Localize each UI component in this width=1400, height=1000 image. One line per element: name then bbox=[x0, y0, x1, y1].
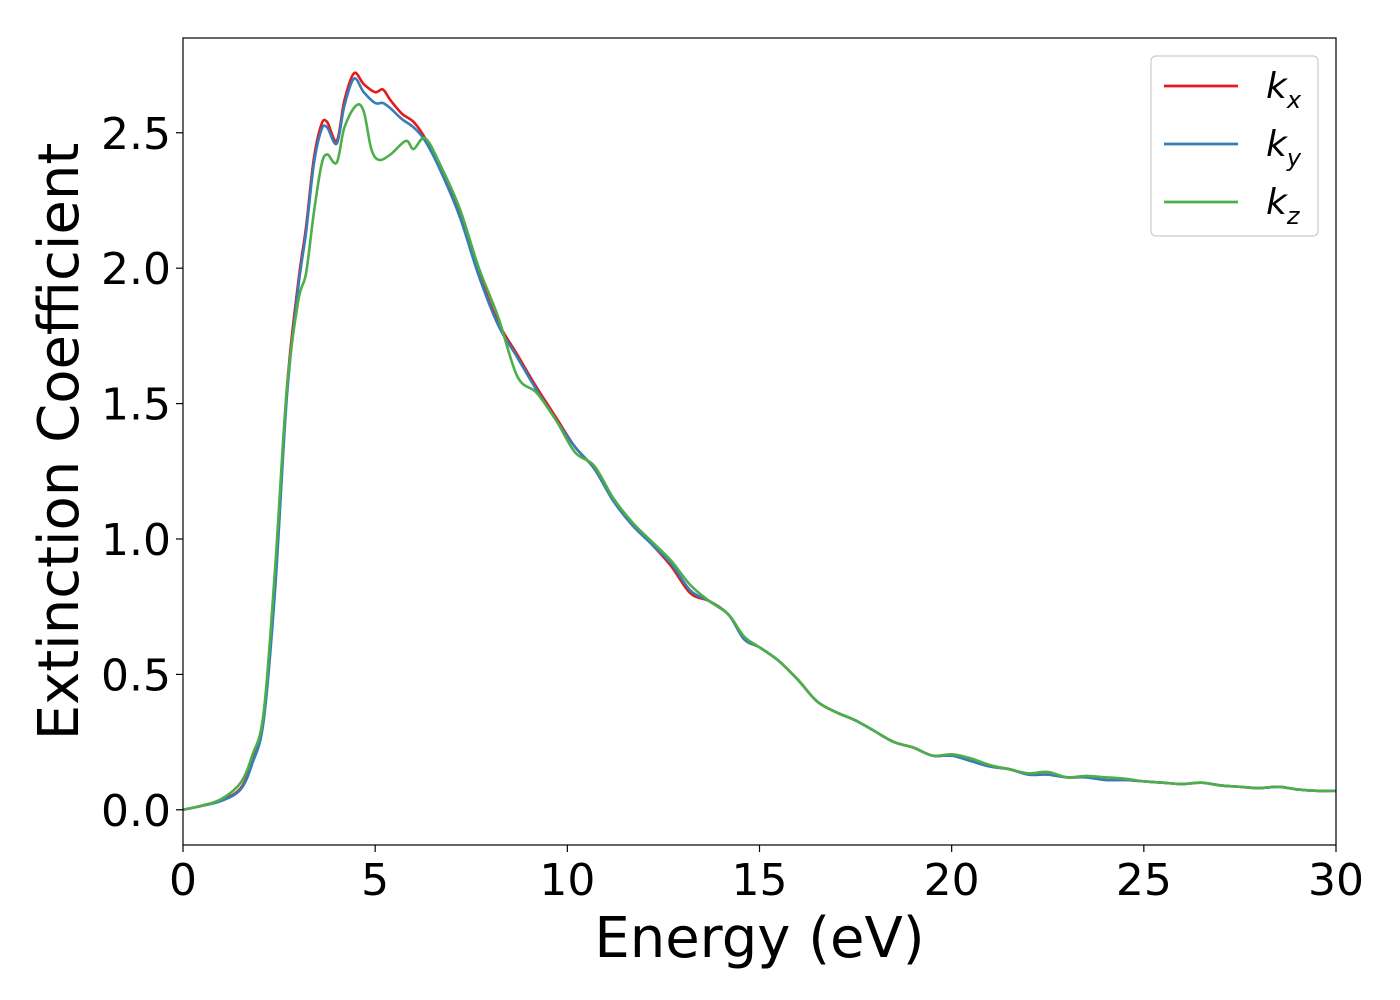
legend-box bbox=[1150, 55, 1319, 237]
y-axis-ticks: 0.0 0.5 1.0 1.5 2.0 2.5 bbox=[101, 109, 183, 837]
y-tick-label: 2.0 bbox=[101, 244, 171, 295]
legend-subscript: y bbox=[1286, 144, 1302, 172]
legend-symbol: k bbox=[1266, 66, 1289, 107]
x-tick-label: 10 bbox=[539, 855, 595, 906]
legend-entry-kx: kx bbox=[1266, 66, 1302, 114]
y-tick-label: 1.5 bbox=[101, 380, 171, 431]
y-tick-label: 2.5 bbox=[101, 109, 171, 160]
x-axis-ticks: 0 5 10 15 20 25 30 bbox=[169, 845, 1364, 906]
x-tick-label: 30 bbox=[1308, 855, 1364, 906]
legend-entry-ky: ky bbox=[1266, 124, 1302, 172]
x-tick-label: 20 bbox=[924, 855, 980, 906]
legend-subscript: x bbox=[1286, 86, 1302, 114]
y-tick-label: 0.0 bbox=[101, 786, 171, 837]
x-tick-label: 25 bbox=[1116, 855, 1172, 906]
y-tick-label: 1.0 bbox=[101, 515, 171, 566]
series-line-ky bbox=[183, 77, 1336, 812]
legend-symbol: k bbox=[1266, 124, 1289, 165]
legend-symbol: k bbox=[1266, 182, 1289, 223]
x-tick-label: 5 bbox=[361, 855, 389, 906]
legend-subscript: z bbox=[1286, 202, 1301, 230]
series-lines bbox=[183, 71, 1336, 812]
x-tick-label: 0 bbox=[169, 855, 197, 906]
x-tick-label: 15 bbox=[732, 855, 788, 906]
series-line-kz bbox=[183, 103, 1336, 812]
y-tick-label: 0.5 bbox=[101, 650, 171, 701]
x-axis-label: Energy (eV) bbox=[594, 906, 924, 971]
legend-entry-kz: kz bbox=[1266, 182, 1301, 230]
y-axis-label: Extinction Coefficient bbox=[27, 143, 92, 741]
